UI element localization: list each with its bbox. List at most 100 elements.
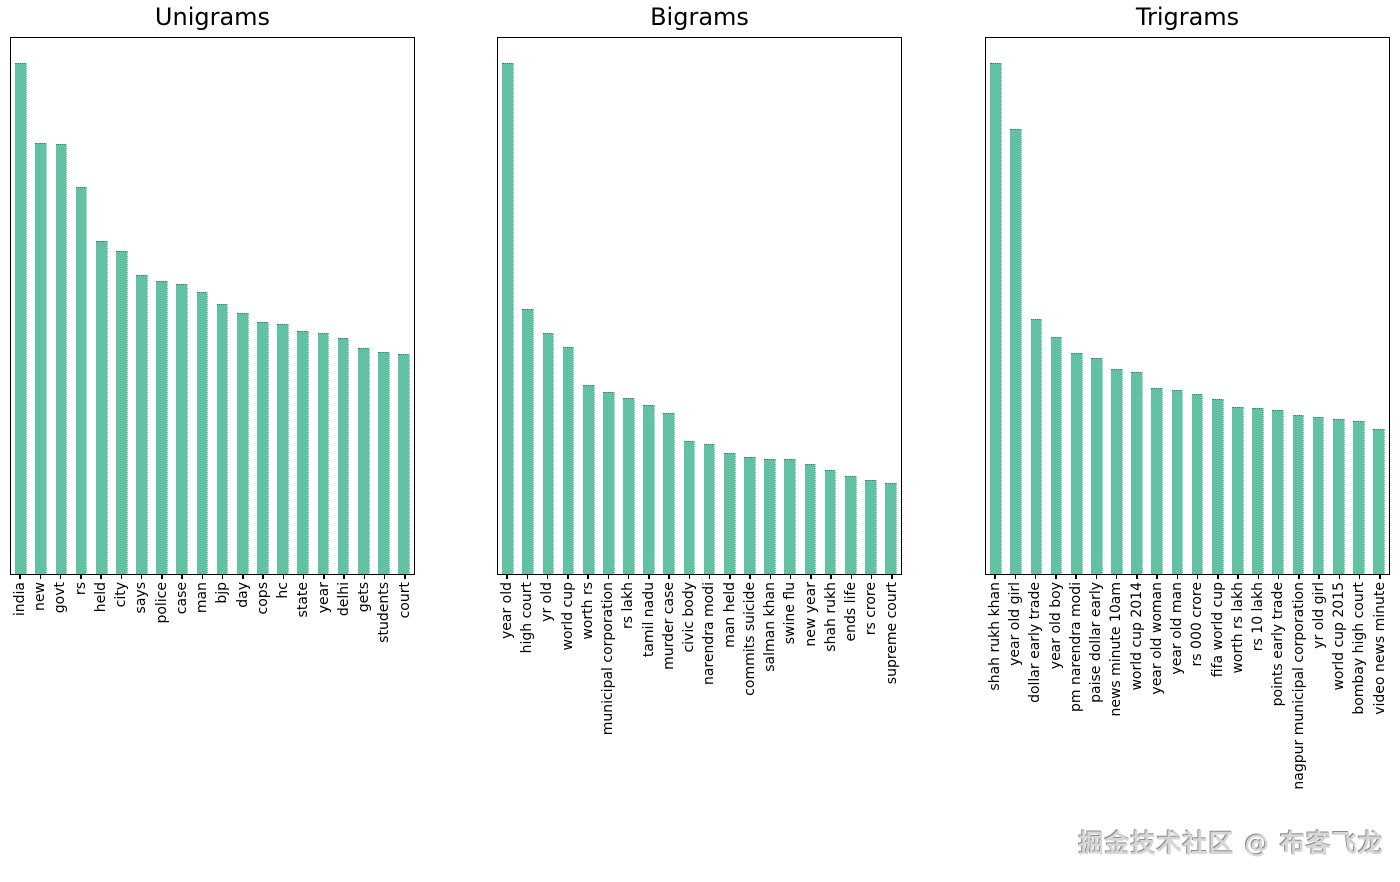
x-tick — [242, 575, 244, 579]
x-tick-slot — [700, 575, 720, 579]
x-label-slot: salman khan — [760, 582, 780, 672]
x-tick-label: swine flu — [782, 582, 799, 645]
bar — [1191, 394, 1204, 574]
x-tick — [546, 575, 549, 579]
bar — [297, 330, 310, 574]
x-tick — [729, 575, 731, 579]
x-tick — [850, 575, 853, 579]
bar — [136, 274, 148, 574]
bar — [257, 322, 269, 574]
x-tick-slot — [1147, 575, 1167, 579]
bar — [196, 291, 209, 574]
bar — [1070, 353, 1083, 574]
bar-slot — [1208, 38, 1228, 574]
x-tick-label: yr old girl — [1310, 582, 1327, 649]
bar-slot — [192, 38, 212, 574]
x-tick-slot — [192, 575, 212, 579]
x-tick-label: state — [295, 582, 312, 618]
bar — [116, 251, 128, 574]
bar — [236, 312, 249, 574]
x-tick-label: cops — [254, 582, 271, 615]
x-tick — [1014, 575, 1017, 579]
x-label-slot: points early trade — [1269, 582, 1289, 706]
x-labels-trigrams: shah rukh khan year old girl dollar early … — [985, 582, 1390, 790]
x-label-slot: new year — [801, 582, 821, 647]
bar-slot — [394, 38, 414, 574]
bar — [865, 479, 877, 574]
x-tick-label: man — [194, 582, 211, 614]
x-tick — [830, 575, 832, 579]
x-tick-label: held — [92, 582, 109, 613]
x-tick-label: video news minute — [1371, 582, 1388, 715]
x-tick — [1298, 575, 1300, 579]
bar-slot — [986, 38, 1006, 574]
x-label-slot: man held — [720, 582, 740, 648]
x-label-slot: news minute 10am — [1107, 582, 1127, 717]
bar — [1292, 414, 1305, 574]
bar — [35, 142, 48, 574]
bar-slot — [92, 38, 112, 574]
bar-slot — [1309, 38, 1329, 574]
plot-area-bigrams — [497, 37, 902, 575]
bar-slot — [659, 38, 679, 574]
x-ticks-trigrams — [985, 575, 1390, 579]
bar — [844, 476, 857, 574]
x-tick-label: case — [173, 582, 190, 615]
x-label-slot: dollar early trade — [1026, 582, 1046, 703]
x-label-slot: pm narendra modi — [1066, 582, 1086, 712]
bar-slot — [374, 38, 394, 574]
x-tick — [607, 575, 610, 579]
bar — [1373, 428, 1385, 574]
bar — [562, 347, 575, 574]
x-tick-slot — [720, 575, 740, 579]
x-label-slot: fifa world cup — [1208, 582, 1228, 677]
bar — [885, 482, 897, 574]
x-tick — [323, 575, 325, 579]
x-tick-slot — [882, 575, 902, 579]
x-label-slot: yr old — [538, 582, 558, 622]
x-tick — [39, 575, 42, 579]
x-tick-slot — [172, 575, 192, 579]
x-tick-slot — [781, 575, 801, 579]
x-tick-label: supreme court — [883, 582, 900, 685]
x-tick-slot — [1046, 575, 1066, 579]
x-label-slot: india — [10, 582, 30, 616]
bar — [643, 404, 656, 574]
x-tick-label: shah rukh — [822, 582, 839, 652]
bar — [744, 457, 756, 574]
x-label-slot: police — [152, 582, 172, 624]
x-tick-slot — [1248, 575, 1268, 579]
x-tick-label: year old boy — [1047, 582, 1064, 670]
x-tick-label: says — [133, 582, 150, 614]
bar — [317, 332, 330, 574]
x-label-slot: rs 000 crore — [1188, 582, 1208, 666]
x-tick-slot — [51, 575, 71, 579]
x-tick-label: world cup 2014 — [1128, 582, 1145, 691]
bar-slot — [1147, 38, 1167, 574]
x-ticks-bigrams — [497, 575, 902, 579]
bar — [582, 384, 595, 574]
bar-slot — [1006, 38, 1026, 574]
x-tick-label: nagpur municipal corporation — [1290, 582, 1307, 790]
x-label-slot: year — [314, 582, 334, 613]
x-tick-slot — [619, 575, 639, 579]
bar-slot — [780, 38, 800, 574]
x-label-slot: bjp — [213, 582, 233, 604]
x-label-slot: municipal corporation — [598, 582, 618, 735]
x-label-slot: bombay high court — [1350, 582, 1370, 715]
bar — [337, 338, 350, 574]
bar-slot — [1046, 38, 1066, 574]
x-tick-slot — [985, 575, 1005, 579]
bar-slot — [1167, 38, 1187, 574]
x-label-slot: world cup 2014 — [1127, 582, 1147, 691]
x-label-slot: rs — [71, 582, 91, 595]
x-tick-label: civic body — [681, 582, 698, 653]
bar — [784, 459, 797, 574]
bar — [683, 441, 696, 574]
x-tick — [161, 575, 163, 579]
x-tick-slot — [1167, 575, 1187, 579]
x-label-slot: murder case — [659, 582, 679, 670]
bar-slot — [334, 38, 354, 574]
bar-slot — [1369, 38, 1389, 574]
bar-slot — [821, 38, 841, 574]
